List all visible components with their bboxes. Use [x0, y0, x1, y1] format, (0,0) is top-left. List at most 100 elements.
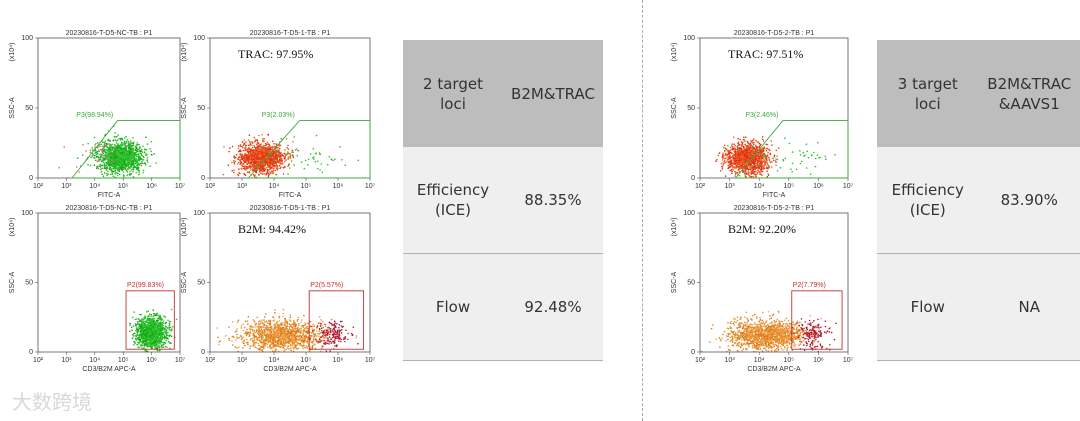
dot: [103, 166, 106, 169]
dot: [304, 322, 306, 324]
dot: [113, 166, 115, 168]
dot: [147, 318, 149, 320]
dot: [261, 173, 264, 175]
dot: [257, 150, 260, 153]
dot: [156, 314, 158, 316]
dot: [227, 164, 230, 166]
dot: [115, 141, 118, 144]
dot: [305, 327, 307, 329]
dot: [152, 343, 155, 345]
dot: [277, 160, 280, 163]
dot: [144, 323, 146, 326]
dot: [106, 157, 109, 159]
dot: [238, 168, 240, 170]
dot: [148, 330, 151, 333]
dot: [282, 166, 285, 169]
dot: [107, 138, 110, 140]
dot: [116, 166, 118, 168]
dot: [251, 144, 253, 146]
dot: [279, 167, 281, 170]
dot: [243, 340, 245, 342]
dot: [271, 157, 274, 160]
dot: [94, 146, 96, 148]
dot: [152, 334, 155, 337]
dot: [137, 166, 140, 168]
dot: [139, 162, 142, 165]
dot: [260, 147, 263, 149]
dot: [155, 322, 157, 324]
dot: [76, 157, 79, 159]
dot: [266, 141, 269, 143]
dot: [297, 318, 299, 321]
dot: [121, 145, 123, 147]
dot: [269, 172, 272, 174]
dot: [355, 335, 358, 337]
dot: [272, 152, 275, 155]
gate-label: P2(99.83%): [127, 282, 164, 289]
dot: [122, 155, 125, 158]
dot: [98, 156, 100, 159]
dot: [234, 331, 237, 333]
dot: [300, 161, 303, 163]
dot: [172, 326, 174, 328]
dot: [252, 173, 255, 176]
dot: [251, 157, 254, 159]
dot: [123, 147, 125, 150]
dot: [272, 171, 274, 174]
dot: [104, 151, 107, 153]
dot: [247, 323, 249, 325]
dot: [150, 340, 153, 343]
dot: [278, 154, 281, 156]
dot: [145, 331, 147, 333]
dot: [124, 162, 127, 164]
dot: [134, 342, 136, 345]
dot: [82, 144, 84, 146]
dot: [104, 159, 106, 161]
dot: [114, 147, 117, 150]
dot: [253, 160, 255, 163]
dot: [246, 320, 249, 323]
dot: [268, 145, 271, 148]
y-tick-label: 100: [193, 35, 205, 42]
dot: [125, 153, 128, 156]
dot: [318, 330, 320, 333]
dot: [247, 162, 249, 165]
dot: [123, 137, 126, 139]
flow-plot: P2(99.83%)20230816-T-D5-NC-TB : P1050100…: [9, 205, 186, 373]
dot: [109, 145, 112, 147]
dot: [162, 326, 164, 329]
dot: [344, 164, 347, 167]
dot: [125, 157, 128, 159]
dot: [126, 149, 129, 152]
y-axis-label: SSC-A: [181, 97, 188, 119]
dot: [95, 153, 98, 156]
dot: [292, 155, 295, 158]
dot: [89, 151, 92, 154]
dot: [140, 333, 143, 336]
dot: [168, 334, 170, 337]
dot: [101, 149, 103, 151]
dot: [256, 143, 258, 146]
dot: [254, 165, 257, 168]
dot: [158, 333, 161, 336]
dot: [90, 156, 92, 159]
dot: [150, 322, 153, 324]
dot: [127, 165, 130, 167]
x-tick-label: 10⁷: [175, 357, 186, 364]
dot: [113, 136, 116, 138]
dot: [255, 335, 257, 338]
dot: [292, 344, 294, 347]
dot: [121, 152, 123, 155]
dot: [244, 173, 246, 176]
dot: [101, 159, 104, 162]
dot: [260, 143, 263, 145]
dot: [111, 153, 114, 156]
dot: [259, 167, 262, 170]
dot: [123, 143, 126, 145]
dot: [165, 321, 168, 324]
dot: [119, 166, 122, 169]
dot: [145, 136, 147, 139]
dot: [253, 150, 255, 153]
dot: [242, 149, 245, 152]
dot: [152, 318, 154, 321]
